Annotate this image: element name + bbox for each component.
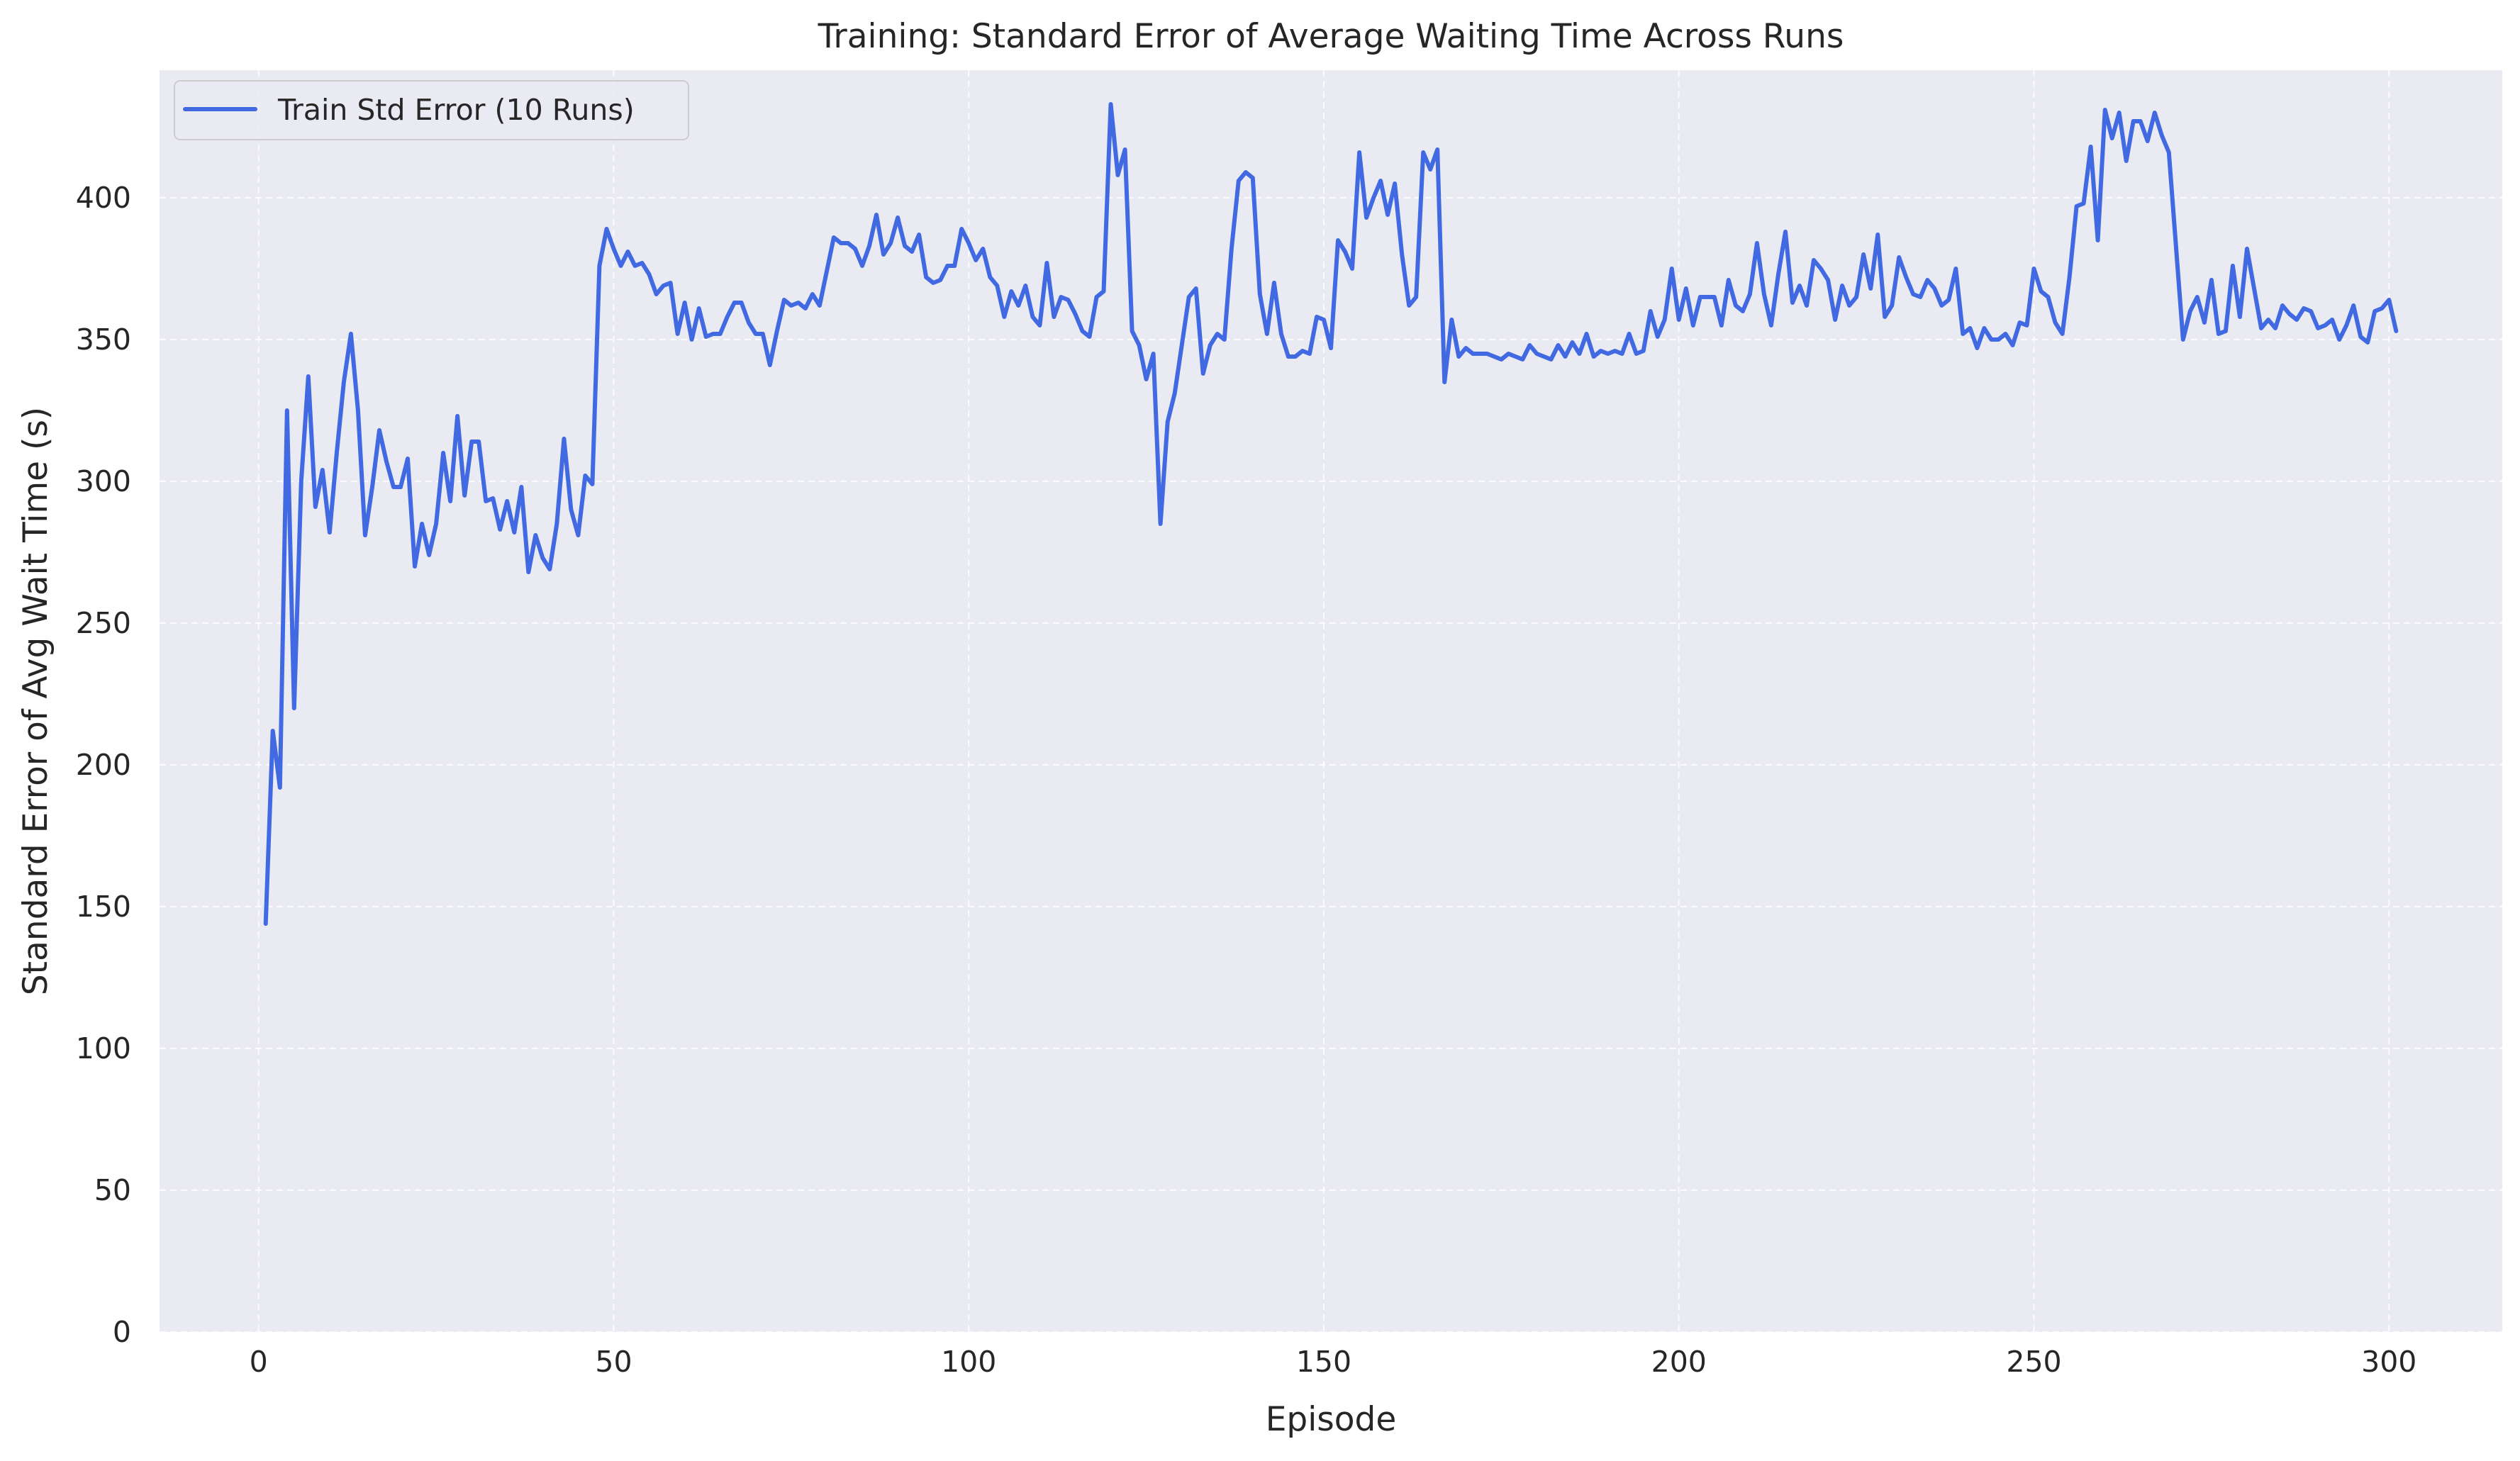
y-tick-label: 100 [76, 1031, 131, 1065]
x-axis-ticks: 0 50 100 150 200 250 300 [250, 1345, 2417, 1379]
x-tick-label: 0 [250, 1345, 268, 1379]
y-axis-ticks: 0 50 100 150 200 250 300 350 400 [76, 181, 131, 1349]
chart-title: Training: Standard Error of Average Wait… [818, 17, 1844, 56]
legend-box [174, 80, 689, 140]
legend-label: Train Std Error (10 Runs) [277, 93, 635, 127]
legend: Train Std Error (10 Runs) [174, 80, 689, 140]
x-axis-label: Episode [1266, 1400, 1397, 1439]
x-tick-label: 50 [595, 1345, 632, 1379]
y-tick-label: 350 [76, 323, 131, 357]
plot-area [160, 70, 2502, 1332]
x-tick-label: 100 [941, 1345, 996, 1379]
y-tick-label: 300 [76, 464, 131, 498]
y-tick-label: 150 [76, 890, 131, 924]
series-layer [263, 102, 2399, 926]
y-axis-label: Standard Error of Avg Wait Time (s) [16, 407, 55, 995]
y-tick-label: 50 [94, 1173, 131, 1207]
x-tick-label: 150 [1296, 1345, 1351, 1379]
x-tick-label: 300 [2361, 1345, 2416, 1379]
series-line-0 [263, 102, 2399, 926]
y-tick-label: 200 [76, 748, 131, 782]
x-tick-label: 250 [2006, 1345, 2061, 1379]
grid [160, 70, 2502, 1333]
y-tick-label: 400 [76, 181, 131, 215]
y-tick-label: 0 [113, 1315, 131, 1349]
y-tick-label: 250 [76, 606, 131, 640]
x-tick-label: 200 [1651, 1345, 1707, 1379]
